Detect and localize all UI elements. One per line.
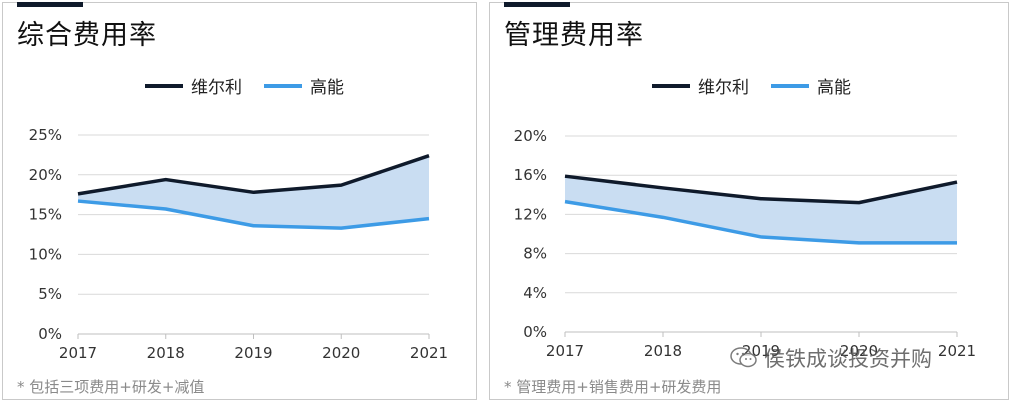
y-tick-label: 16% bbox=[514, 166, 547, 184]
title-accent-bar bbox=[17, 2, 83, 7]
x-tick-label: 2018 bbox=[644, 342, 682, 360]
panel-admin-expense: 管理费用率 维尔利 高能 0% 4% 8% 12% 16% 20% 2017 2018 2019… bbox=[489, 2, 1009, 400]
chart-admin-expense: 0%4%8%12%16%20%2017 2018 2019 2020 2021 bbox=[514, 127, 976, 360]
y-tick-label: 25% bbox=[29, 126, 62, 144]
panel-composite-expense: 综合费用率 维尔利 高能 0% 5% 10% 15% 20% 25% 2017 2018 201… bbox=[2, 2, 477, 400]
y-tick-label: 10% bbox=[29, 245, 62, 263]
legend-label-gaoneng: 高能 bbox=[817, 78, 851, 98]
legend-swatch-gaoneng bbox=[771, 83, 809, 88]
legend-label-gaoneng: 高能 bbox=[310, 78, 344, 98]
x-tick-label: 2021 bbox=[410, 344, 448, 362]
legend-item-welly: 维尔利 bbox=[652, 73, 749, 98]
title-accent-bar bbox=[504, 2, 570, 7]
y-tick-label: 8% bbox=[523, 245, 547, 263]
gap-area bbox=[565, 176, 957, 243]
legend: 维尔利 高能 bbox=[652, 73, 873, 98]
y-tick-label: 0% bbox=[38, 325, 62, 343]
y-tick-label: 20% bbox=[514, 127, 547, 145]
legend-item-gaoneng: 高能 bbox=[264, 73, 344, 98]
x-tick-label: 2020 bbox=[322, 344, 360, 362]
x-tick-label: 2019 bbox=[234, 344, 272, 362]
x-tick-label: 2020 bbox=[840, 342, 878, 360]
x-tick-label: 2018 bbox=[147, 344, 185, 362]
x-tick-label: 2021 bbox=[938, 342, 976, 360]
x-tick-label: 2017 bbox=[546, 342, 584, 360]
legend-item-welly: 维尔利 bbox=[145, 73, 242, 98]
legend-item-gaoneng: 高能 bbox=[771, 73, 851, 98]
wechat-icon bbox=[730, 347, 757, 368]
y-tick-label: 20% bbox=[29, 166, 62, 184]
legend: 维尔利 高能 bbox=[145, 73, 366, 98]
watermark: 侯铁成谈投资并购 bbox=[730, 343, 932, 373]
legend-label-welly: 维尔利 bbox=[698, 78, 749, 98]
chart-title: 综合费用率 bbox=[17, 20, 157, 51]
legend-swatch-gaoneng bbox=[264, 83, 302, 88]
legend-label-welly: 维尔利 bbox=[191, 78, 242, 98]
y-tick-label: 15% bbox=[29, 206, 62, 224]
x-tick-label: 2017 bbox=[59, 344, 97, 362]
y-tick-label: 12% bbox=[514, 205, 547, 223]
footnote: * 管理费用+销售费用+研发费用 bbox=[504, 378, 722, 396]
chart-composite-expense: 0% 5% 10% 15% 20% 25% 2017 2018 2019 2020 2021 bbox=[29, 126, 448, 362]
footnote: * 包括三项费用+研发+减值 bbox=[17, 378, 205, 396]
y-tick-label: 5% bbox=[38, 285, 62, 303]
watermark-text: 侯铁成谈投资并购 bbox=[764, 347, 932, 371]
y-tick-label: 4% bbox=[523, 284, 547, 302]
gap-area bbox=[78, 155, 429, 229]
y-tick-label: 0% bbox=[523, 323, 547, 341]
legend-swatch-welly bbox=[652, 83, 690, 88]
legend-swatch-welly bbox=[145, 83, 183, 88]
chart-title: 管理费用率 bbox=[504, 20, 644, 51]
